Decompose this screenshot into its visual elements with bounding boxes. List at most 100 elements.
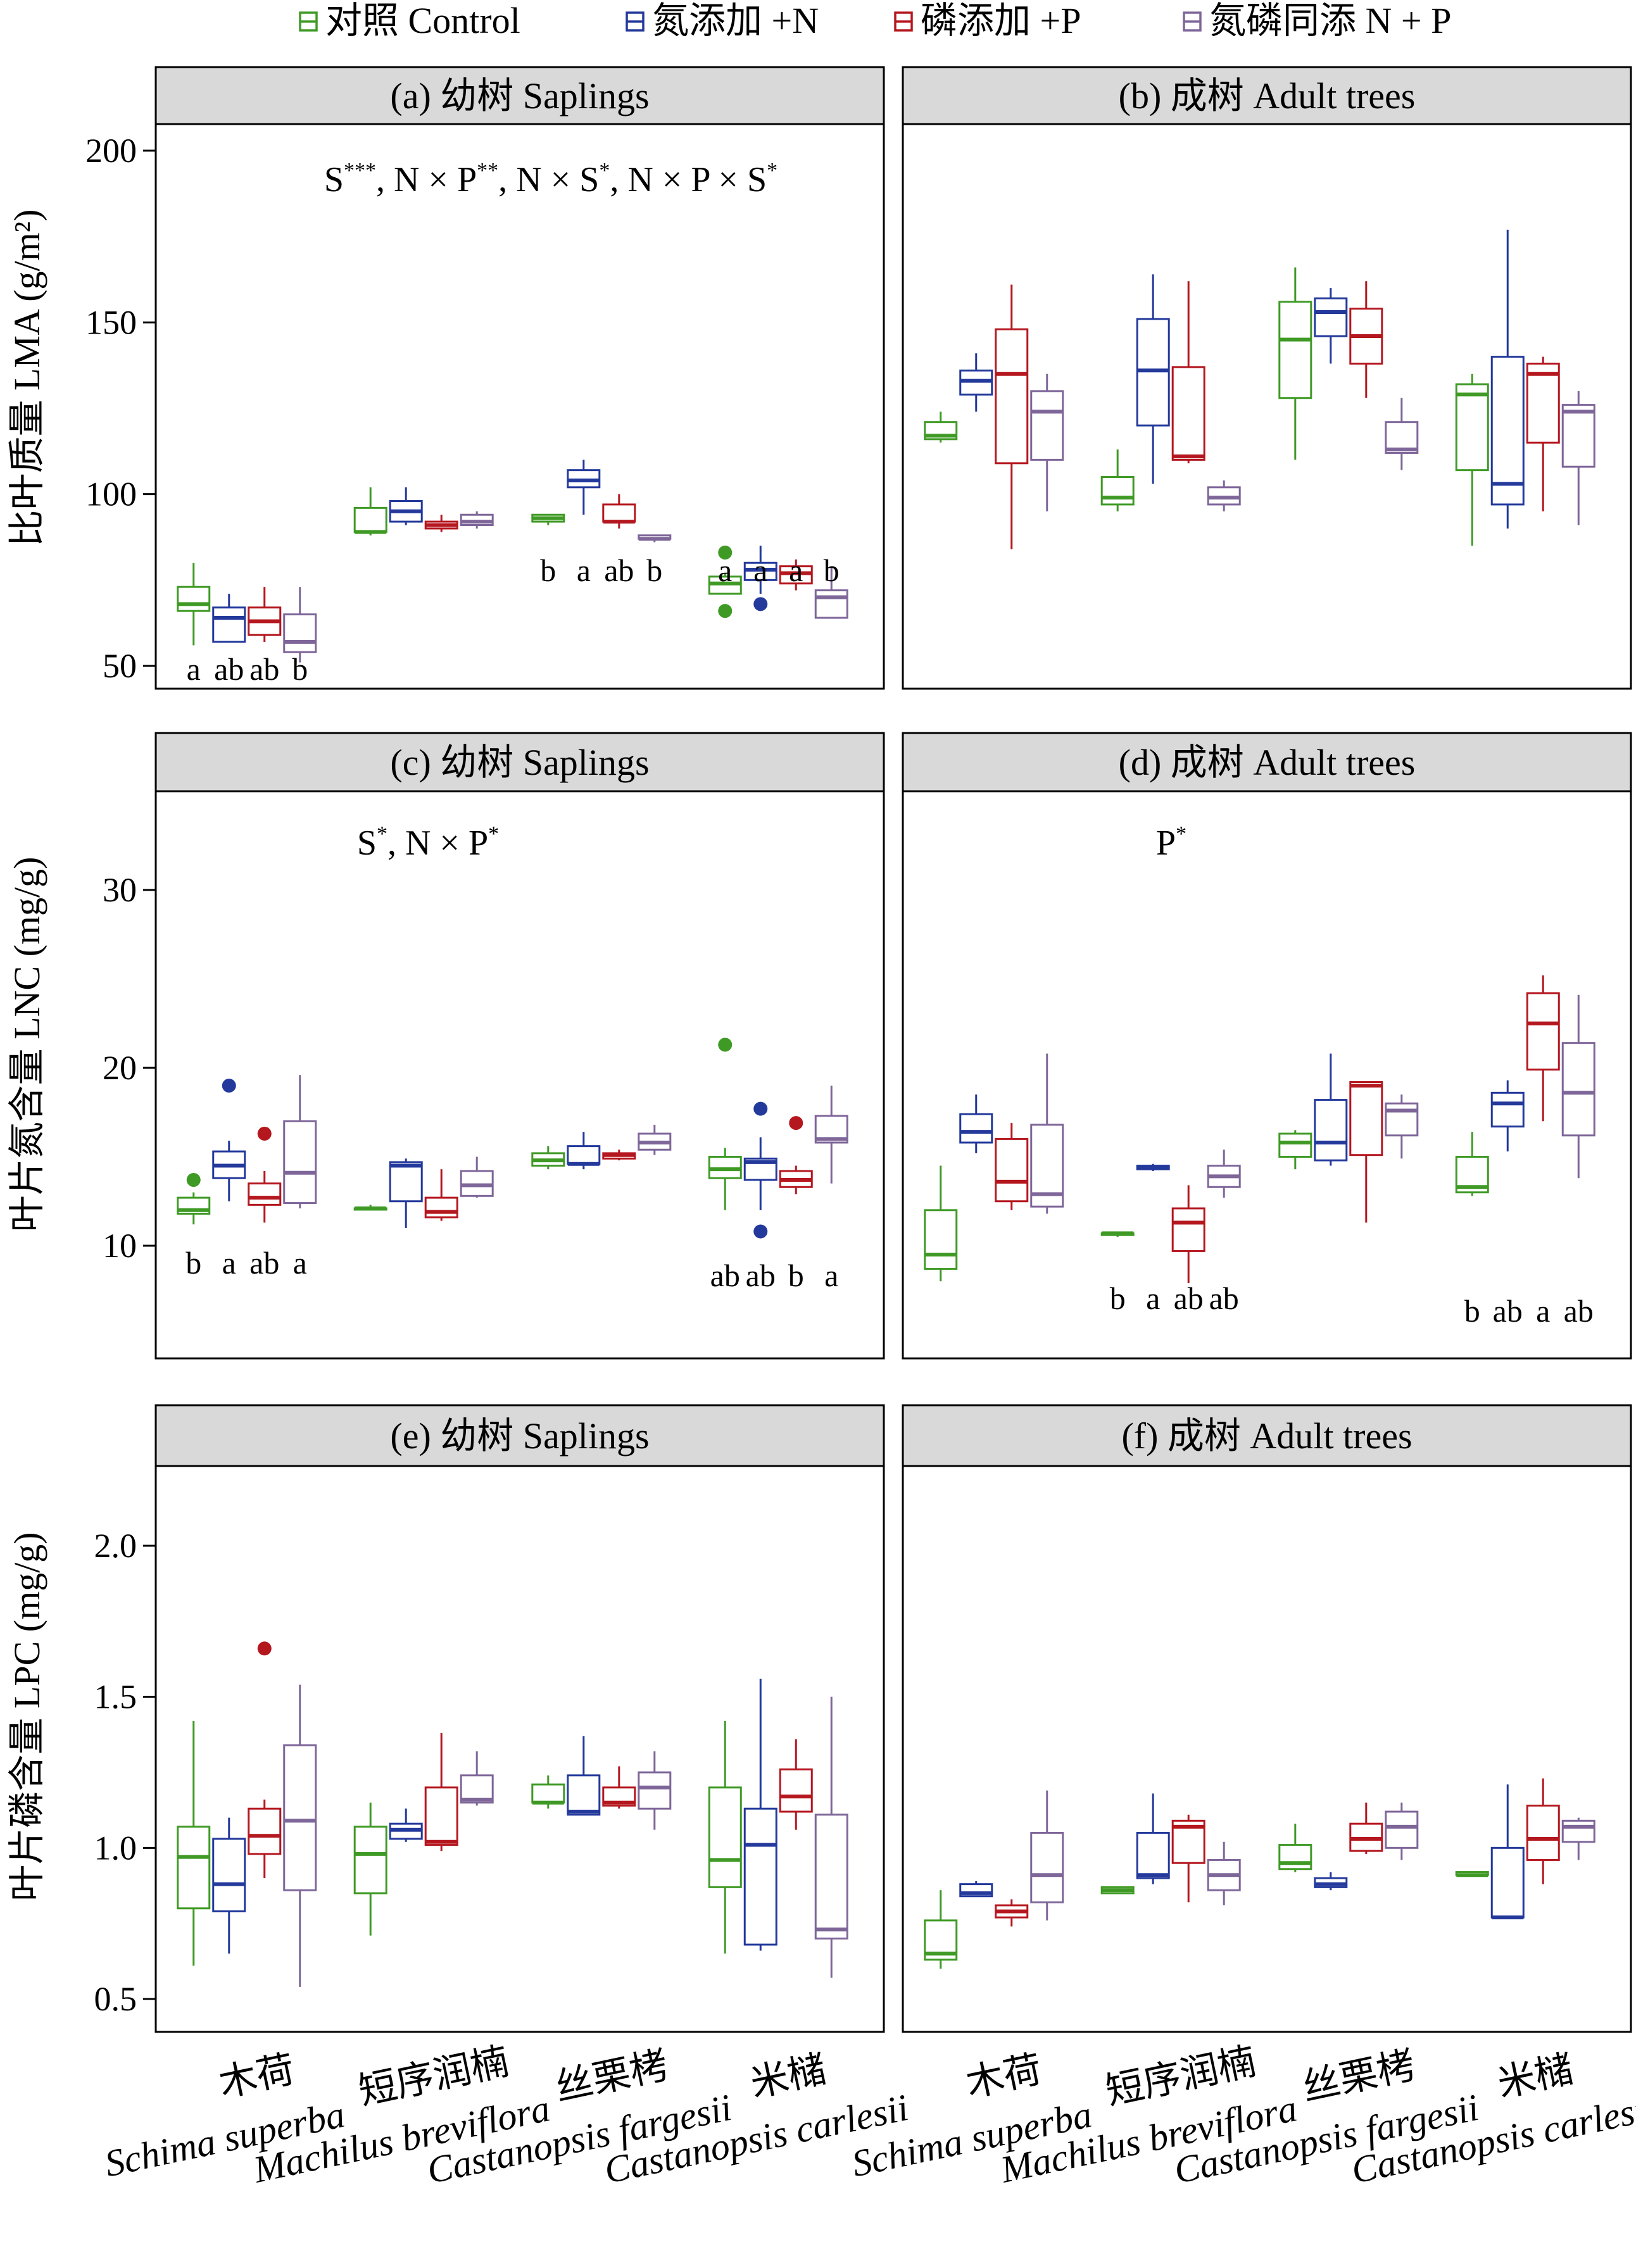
y-tick-label: 10 — [103, 1227, 137, 1265]
boxplot-n — [743, 1679, 777, 1951]
boxplot-n — [1490, 229, 1525, 529]
iqr-box — [708, 1786, 742, 1888]
boxplot-np — [460, 1156, 494, 1198]
boxplot-control — [531, 1146, 565, 1170]
boxplot-np: ab — [1561, 994, 1595, 1329]
significance-letter: ab — [710, 1258, 740, 1293]
boxplot-n: ab — [212, 594, 246, 687]
iqr-box — [1030, 390, 1064, 461]
boxplot-n — [1136, 1793, 1170, 1884]
species-group — [924, 1053, 1064, 1282]
iqr-box — [814, 589, 848, 619]
significance-letter: b — [646, 553, 662, 588]
significance-letter: b — [540, 553, 556, 588]
significance-letter: ab — [214, 651, 244, 687]
boxplot-n — [1490, 1784, 1525, 1920]
significance-letter: ab — [249, 651, 279, 687]
iqr-box — [1490, 1846, 1525, 1919]
legend-label: 对照 Control — [325, 0, 520, 41]
y-tick-label: 150 — [85, 303, 137, 341]
iqr-box — [177, 1826, 211, 1910]
boxplot-control — [1100, 449, 1135, 511]
outlier-point — [186, 1173, 201, 1187]
legend-label: 氮添加 +N — [652, 0, 819, 41]
outlier-point — [753, 1101, 768, 1116]
iqr-box — [638, 1771, 672, 1810]
boxplot-control — [708, 1720, 742, 1954]
iqr-box — [995, 1137, 1029, 1203]
boxplot-p — [424, 515, 458, 532]
iqr-box — [567, 1145, 601, 1165]
significance-letter: ab — [1493, 1293, 1523, 1329]
legend-label: 氮磷同添 N + P — [1209, 0, 1451, 41]
significance-letter: ab — [1209, 1281, 1239, 1316]
significance-letter: a — [577, 553, 591, 588]
boxplot-np — [638, 1124, 672, 1155]
iqr-box — [1455, 383, 1489, 472]
boxplot-n — [567, 1736, 601, 1816]
legend-label: 磷添加 +P — [921, 0, 1081, 41]
iqr-box — [995, 328, 1029, 465]
annotation-part: * — [767, 159, 777, 182]
significance-letter: b — [824, 553, 840, 588]
boxplot-p — [1171, 281, 1205, 463]
boxplot-np: b — [283, 587, 317, 687]
annotation-part: ** — [477, 159, 498, 182]
y-tick-label: 1.5 — [94, 1678, 137, 1716]
annotation-part: * — [1176, 822, 1186, 846]
species-group — [1455, 229, 1595, 546]
boxplot-np: b — [814, 553, 848, 619]
boxplot-np — [283, 1684, 317, 1987]
boxplot-control: b — [1100, 1231, 1135, 1316]
significance-letter: b — [292, 651, 308, 687]
boxplot-n — [1314, 1872, 1348, 1891]
boxplot-control — [1278, 267, 1312, 460]
iqr-box — [353, 1826, 387, 1895]
boxplot-np — [638, 1751, 672, 1830]
legend-entry: 氮磷同添 N + P — [1183, 0, 1451, 41]
boxplot-n — [212, 1817, 246, 1954]
boxplot-p — [424, 1732, 458, 1851]
iqr-box — [424, 1786, 458, 1846]
boxplot-n: a — [743, 546, 777, 611]
panel-strip — [902, 732, 1632, 793]
boxplot-n — [1314, 1053, 1348, 1166]
boxplot-control — [924, 1165, 958, 1282]
species-group — [1100, 1793, 1241, 1906]
y-tick-label: 100 — [85, 475, 137, 513]
boxplot-p — [1349, 1802, 1383, 1854]
y-axis-labels: 比叶质量 LMA (g/m²) 叶片氮含量 LNC (mg/g) 叶片磷含量 LPC… — [6, 210, 47, 1901]
iqr-box — [567, 1774, 601, 1816]
significance-letter: a — [1146, 1281, 1160, 1316]
boxplot-p — [1349, 281, 1383, 398]
boxplot-np — [1561, 391, 1595, 525]
boxplot-control — [353, 1205, 387, 1211]
boxplot-p: a — [1526, 975, 1560, 1329]
significance-letter: a — [187, 651, 201, 687]
boxplot-n — [959, 1094, 993, 1153]
panel-strip — [902, 66, 1632, 125]
outlier-point — [753, 597, 768, 611]
species-group — [353, 1732, 494, 1936]
iqr-box — [1278, 301, 1312, 399]
outlier-point — [222, 1079, 236, 1093]
boxplot-np — [460, 511, 494, 529]
species-group — [924, 284, 1064, 549]
significance-letter: a — [1536, 1293, 1550, 1329]
significance-letter: b — [788, 1258, 804, 1293]
iqr-box — [531, 1783, 565, 1804]
iqr-box — [212, 1838, 246, 1913]
annotation-part: * — [488, 822, 499, 846]
species-name-cn: 丝栗栲 — [551, 2044, 672, 2108]
species-name-cn: 米槠 — [1494, 2048, 1577, 2105]
species-name-cn: 丝栗栲 — [1299, 2044, 1419, 2108]
outlier-point — [718, 545, 733, 560]
boxplot-control: b — [1455, 1132, 1489, 1329]
iqr-box — [1278, 1844, 1312, 1870]
boxplot-p — [995, 1899, 1029, 1927]
iqr-box — [1349, 1081, 1383, 1156]
panel-title: (c) 幼树 Saplings — [390, 742, 649, 783]
